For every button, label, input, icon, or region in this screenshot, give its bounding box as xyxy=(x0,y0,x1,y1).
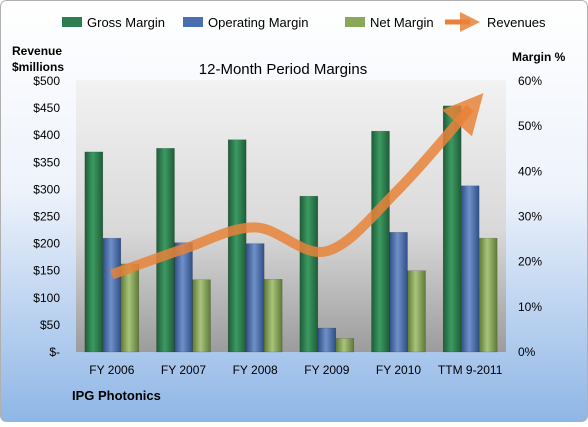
footer-label: IPG Photonics xyxy=(72,388,161,403)
bar-gross-margin: Gross Margin FY 2006: 44.3% xyxy=(84,151,104,353)
right-tick-label: 30% xyxy=(518,210,542,224)
bar-gross-margin: Gross Margin FY 2008: 47% xyxy=(227,139,247,353)
bar-gross-margin: Gross Margin FY 2010: 48.9% xyxy=(371,130,390,353)
left-axis-title-line1: Revenue xyxy=(12,44,62,58)
legend-label-net-margin: Net Margin xyxy=(370,15,434,30)
chart-title: 12-Month Period Margins xyxy=(199,61,367,78)
left-axis-ticks: $- $50 $100 $150 $200 $250 $300 $350 $400 $450 $50… xyxy=(33,74,60,359)
left-tick-label: $450 xyxy=(33,101,60,115)
right-tick-label: 0% xyxy=(518,345,536,359)
bar-operating-margin: Operating Margin FY 2010: 26.5% xyxy=(389,232,408,353)
left-tick-label: $250 xyxy=(33,210,60,224)
revenues-line xyxy=(110,93,484,280)
right-tick-label: 60% xyxy=(518,74,542,88)
left-tick-label: $350 xyxy=(33,155,60,169)
right-tick-label: 50% xyxy=(518,119,542,133)
bar-net-margin: Net Margin TTM 9-2011: 25.2% xyxy=(478,237,498,353)
bar-operating-margin: Operating Margin FY 2009: 5.3% xyxy=(317,327,337,353)
bar-operating-margin: Operating Margin TTM 9-2011: 36.8% xyxy=(460,185,480,353)
left-tick-label: $50 xyxy=(40,318,60,332)
legend-label-revenues: Revenues xyxy=(487,15,546,30)
legend: Gross Margin Operating Margin Net Margin… xyxy=(62,12,546,32)
category-labels: FY 2006 FY 2007 FY 2008 FY 2009 FY 2010 TTM 9… xyxy=(89,363,502,377)
bar-net-margin: Net Margin FY 2008: 16.1% xyxy=(263,279,283,353)
legend-swatch-gross-margin xyxy=(62,17,82,27)
bar-net-margin: Net Margin FY 2010: 18% xyxy=(407,270,426,353)
right-axis-ticks: 0% 10% 20% 30% 40% 50% 60% xyxy=(518,74,542,359)
left-tick-label: $100 xyxy=(33,291,60,305)
legend-label-gross-margin: Gross Margin xyxy=(87,15,165,30)
category-label: FY 2009 xyxy=(304,363,349,377)
left-axis-title-line2: $millions xyxy=(12,60,64,74)
bar-net-margin: Net Margin FY 2009: 3% xyxy=(335,338,355,353)
right-tick-label: 20% xyxy=(518,255,542,269)
category-label: FY 2007 xyxy=(161,363,206,377)
bar-net-margin: Net Margin FY 2006: 19.5% xyxy=(120,263,140,353)
right-tick-label: 40% xyxy=(518,164,542,178)
left-tick-label: $- xyxy=(49,345,60,359)
left-tick-label: $500 xyxy=(33,74,60,88)
bar-operating-margin: Operating Margin FY 2006: 25.2% xyxy=(102,237,122,353)
left-tick-label: $400 xyxy=(33,128,60,142)
category-label: FY 2010 xyxy=(376,363,421,377)
legend-label-operating-margin: Operating Margin xyxy=(208,15,308,30)
legend-swatch-operating-margin xyxy=(183,17,203,27)
right-axis-title: Margin % xyxy=(512,50,566,64)
category-label: TTM 9-2011 xyxy=(438,363,503,377)
plot-area xyxy=(76,80,506,352)
category-label: FY 2008 xyxy=(233,363,278,377)
left-tick-label: $300 xyxy=(33,182,60,196)
category-label: FY 2006 xyxy=(89,363,134,377)
legend-swatch-net-margin xyxy=(345,17,365,27)
bar-operating-margin: Operating Margin FY 2007: 24.2% xyxy=(174,242,193,353)
left-tick-label: $200 xyxy=(33,237,60,251)
right-tick-label: 10% xyxy=(518,300,542,314)
bar-net-margin: Net Margin FY 2007: 16% xyxy=(192,279,211,353)
revenues-line-layer xyxy=(110,93,484,280)
bar-gross-margin: Gross Margin FY 2009: 34.5% xyxy=(299,195,319,353)
bar-operating-margin: Operating Margin FY 2008: 24% xyxy=(245,243,265,353)
left-tick-label: $150 xyxy=(33,264,60,278)
